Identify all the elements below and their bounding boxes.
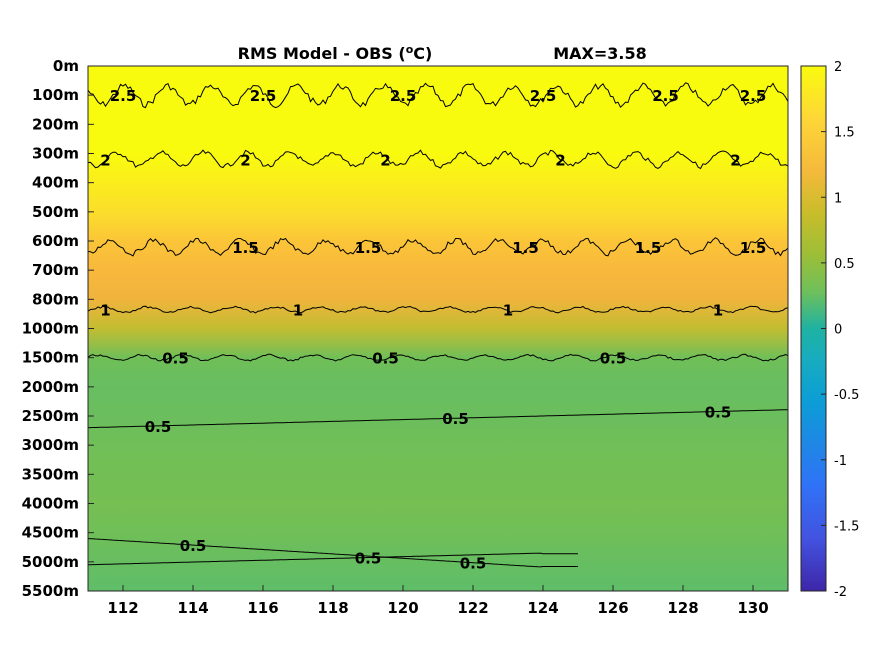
chart-title: RMS Model - OBS (oC)	[238, 43, 433, 63]
colorbar-tick-label: -1	[834, 454, 847, 469]
contour-line	[88, 149, 788, 170]
colorbar-tick-label: 2	[834, 60, 842, 75]
x-tick-label: 114	[177, 599, 208, 617]
colorbar: 2 1.5 1 0.5 0 -0.5 -1 -1.5 -2	[800, 60, 859, 600]
y-tick-label: 500m	[32, 203, 79, 221]
x-tick-label: 124	[527, 599, 558, 617]
contour-line	[88, 552, 578, 566]
contour-label: 2.5	[740, 87, 767, 105]
contour-label: 2	[730, 151, 740, 169]
contour-label: 0.5	[372, 350, 399, 368]
contour-label: 0.5	[180, 537, 207, 555]
contour-label: 0.5	[600, 350, 627, 368]
contour-label: 1.5	[740, 239, 767, 257]
contour-label: 1	[713, 302, 723, 320]
x-tick-label: 118	[317, 599, 348, 617]
y-tick-label: 4000m	[22, 495, 79, 513]
colorbar-tick-label: 1.5	[834, 126, 855, 141]
x-axis: 112 114 116 118 120 122 124 126 128 130	[107, 585, 769, 617]
colorbar-tick-label: -2	[834, 585, 847, 600]
contour-line	[88, 538, 578, 568]
contour-label: 0.5	[355, 550, 382, 568]
colorbar-tick-label: 1	[834, 191, 842, 206]
colorbar-tick-label: 0	[834, 323, 842, 338]
contour-labels: 2.5 2.5 2.5 2.5 2.5 2.5 2 2 2 2 2 1.5 1.5 1.5 1.5 1.5 1 1…	[100, 87, 766, 573]
contour-label: 1	[503, 302, 513, 320]
y-tick-label: 800m	[32, 290, 79, 308]
y-tick-label: 600m	[32, 232, 79, 250]
contour-label: 0.5	[705, 403, 732, 421]
x-tick-label: 122	[457, 599, 488, 617]
x-tick-label: 130	[737, 599, 768, 617]
colorbar-tick-label: -1.5	[834, 519, 859, 534]
contour-label: 2	[380, 151, 390, 169]
contour-label: 1	[100, 302, 110, 320]
contour-label: 0.5	[460, 555, 487, 573]
x-tick-label: 128	[667, 599, 698, 617]
contour-label: 2	[240, 151, 250, 169]
contour-label: 0.5	[442, 410, 469, 428]
x-tick-label: 120	[387, 599, 418, 617]
y-tick-label: 3500m	[22, 465, 79, 483]
y-tick-label: 1000m	[22, 320, 79, 338]
y-tick-label: 1500m	[22, 349, 79, 367]
contour-lines	[88, 82, 788, 568]
y-tick-label: 2500m	[22, 407, 79, 425]
contour-label: 2	[555, 151, 565, 169]
y-tick-label: 5000m	[22, 553, 79, 571]
contour-label: 1.5	[635, 239, 662, 257]
x-tick-label: 126	[597, 599, 628, 617]
x-tick-label: 112	[107, 599, 138, 617]
contour-label: 0.5	[162, 350, 189, 368]
y-axis: 0m 100m 200m 300m 400m 500m 600m 700m 800m 1000m 1…	[22, 57, 94, 600]
heatmap-field	[88, 66, 788, 591]
contour-label: 2.5	[250, 87, 277, 105]
contour-label: 1.5	[355, 239, 382, 257]
y-tick-label: 400m	[32, 174, 79, 192]
colorbar-tick-label: -0.5	[834, 388, 859, 403]
contour-line	[88, 82, 788, 109]
contour-label: 2.5	[530, 87, 557, 105]
contour-label: 2.5	[652, 87, 679, 105]
max-label: MAX=3.58	[553, 44, 647, 63]
plot-area: 2.5 2.5 2.5 2.5 2.5 2.5 2 2 2 2 2 1.5 1.5 1.5 1.5 1.5 1 1…	[87, 65, 789, 592]
contour-line	[88, 353, 788, 362]
contour-label: 1	[293, 302, 303, 320]
contour-label: 2.5	[390, 87, 417, 105]
y-tick-label: 0m	[53, 57, 79, 75]
contour-label: 2	[100, 151, 110, 169]
y-tick-label: 2000m	[22, 378, 79, 396]
y-tick-label: 3000m	[22, 436, 79, 454]
y-tick-label: 300m	[32, 145, 79, 163]
contour-label: 2.5	[110, 87, 137, 105]
contour-label: 1.5	[232, 239, 259, 257]
colorbar-tick-label: 0.5	[834, 257, 855, 272]
y-tick-label: 5500m	[22, 582, 79, 600]
x-tick-label: 116	[247, 599, 278, 617]
y-tick-label: 4500m	[22, 524, 79, 542]
contour-line	[88, 409, 788, 429]
contour-line	[88, 305, 788, 314]
y-tick-label: 700m	[32, 261, 79, 279]
y-tick-label: 200m	[32, 115, 79, 133]
contour-label: 1.5	[512, 239, 539, 257]
colorbar-ticks: 2 1.5 1 0.5 0 -0.5 -1 -1.5 -2	[821, 60, 859, 600]
contour-line	[88, 237, 788, 257]
y-tick-label: 100m	[32, 86, 79, 104]
contour-label: 0.5	[145, 418, 172, 436]
